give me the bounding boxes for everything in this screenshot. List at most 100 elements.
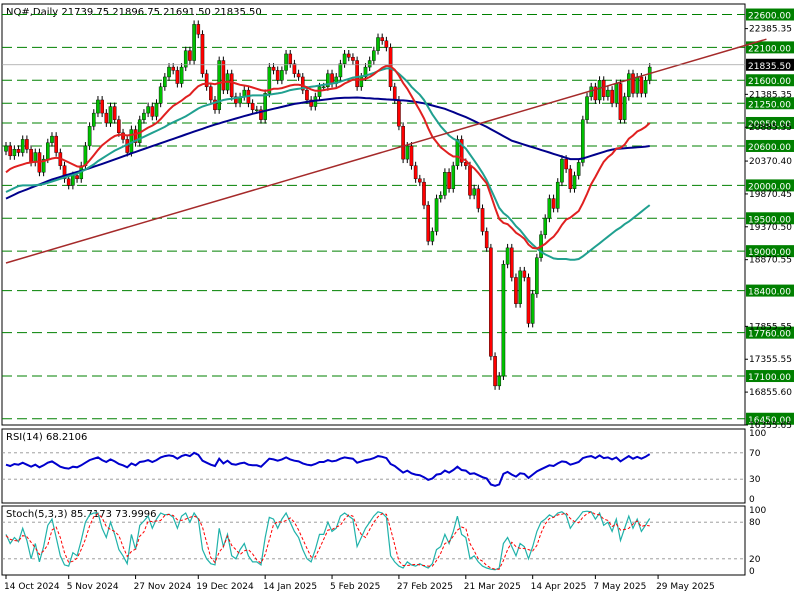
rsi-tick-label: 100 <box>749 429 766 439</box>
candle-down <box>171 66 176 71</box>
rsi-tick-label: 0 <box>749 495 755 505</box>
candle-up <box>472 188 476 196</box>
level-label: 20600.00 <box>748 143 791 153</box>
stoch-d-line <box>5 511 650 570</box>
price-tick-label: 20370.40 <box>749 157 792 167</box>
candle-down <box>196 24 201 35</box>
candle-up <box>434 198 439 232</box>
candle-up <box>41 158 46 173</box>
date-tick-label: 29 May 2025 <box>656 582 715 592</box>
price-tick-label: 16355.65 <box>749 421 792 431</box>
candle-up <box>543 218 548 235</box>
candle-up <box>183 50 188 68</box>
stoch-title: Stoch(5,3,3) 85.7173 73.9996 <box>6 509 157 520</box>
level-label-box <box>746 97 794 110</box>
candle-up <box>217 60 221 111</box>
candle-down <box>480 208 485 232</box>
date-tick-label: 7 May 2025 <box>593 582 646 592</box>
ema-fast-line <box>5 64 651 250</box>
candle-down <box>133 129 138 143</box>
rsi-tick-label: 30 <box>749 475 761 485</box>
candle-down <box>305 89 309 101</box>
level-label: 22600.00 <box>748 12 791 22</box>
rsi-line <box>5 451 651 487</box>
level-label-box <box>746 326 794 339</box>
date-tick-label: 19 Dec 2024 <box>196 582 254 592</box>
candle-up <box>576 162 581 176</box>
candle-down <box>62 165 67 180</box>
level-label: 16450.00 <box>748 416 791 426</box>
candle-up <box>20 139 25 153</box>
candle-up <box>4 145 8 152</box>
candle-down <box>346 53 351 58</box>
candle-down <box>188 50 192 61</box>
candle-down <box>213 99 217 111</box>
stoch-tick-label: 20 <box>749 555 761 565</box>
candle-down <box>200 34 205 74</box>
level-label: 17100.00 <box>748 373 791 383</box>
trendline-line <box>5 38 767 264</box>
trendline <box>5 38 767 264</box>
candle-down <box>551 198 556 209</box>
candle-down <box>601 80 606 97</box>
candle-down <box>250 103 255 111</box>
candle-down <box>54 135 58 153</box>
candle-up <box>46 142 50 160</box>
candle-down <box>221 60 226 91</box>
candle-up <box>547 198 552 219</box>
candle-down <box>392 86 397 101</box>
level-label-box <box>746 74 794 87</box>
candle-down <box>150 106 155 117</box>
level-label-box <box>746 116 794 129</box>
sma-slow-line <box>5 96 650 200</box>
candle-down <box>175 70 180 84</box>
level-label: 17760.00 <box>748 330 791 340</box>
price-panel-frame <box>1 3 746 426</box>
candle-up <box>284 53 288 71</box>
level-label-box <box>746 179 794 192</box>
rsi-series: 100 70 30 0 <box>2 429 766 505</box>
level-label: 18400.00 <box>748 288 791 298</box>
candle-up <box>326 73 330 88</box>
level-label: 22100.00 <box>748 44 791 54</box>
level-label: 21600.00 <box>748 77 791 87</box>
date-tick-label: 27 Feb 2025 <box>397 582 453 592</box>
candle-up <box>518 270 522 304</box>
candle-up <box>572 175 577 189</box>
candle-down <box>330 73 334 84</box>
candle-down <box>459 139 464 163</box>
candle-down <box>292 63 297 74</box>
level-label-box <box>746 245 794 258</box>
candle-down <box>380 37 385 42</box>
date-tick-label: 5 Nov 2024 <box>67 582 119 592</box>
level-label-box <box>746 284 794 297</box>
level-label: 19000.00 <box>748 248 791 258</box>
candle-down <box>397 99 401 127</box>
candle-down <box>618 83 623 120</box>
candle-up <box>263 93 267 120</box>
candle-up <box>635 76 639 94</box>
level-label: 20000.00 <box>748 182 791 192</box>
candle-up <box>497 375 502 387</box>
level-label-box <box>746 41 794 54</box>
candle-up <box>430 231 435 242</box>
candle-up <box>321 86 326 89</box>
candle-down <box>489 247 493 357</box>
candle-down <box>514 277 518 304</box>
date-tick-label: 21 Mar 2025 <box>464 582 521 592</box>
level-label-box <box>746 370 794 383</box>
candle-up <box>372 50 376 61</box>
rsi-panel-frame <box>1 428 746 504</box>
candle-down <box>100 99 104 114</box>
price-tick-label: 16855.60 <box>749 388 792 398</box>
moving-averages <box>5 64 651 261</box>
candle-up <box>179 66 184 84</box>
date-tick-label: 5 Feb 2025 <box>330 582 380 592</box>
stoch-tick-label: 100 <box>749 506 766 516</box>
candle-up <box>376 37 380 51</box>
candle-down <box>271 66 276 71</box>
candle-down <box>413 165 418 180</box>
candle-down <box>259 109 263 120</box>
candle-down <box>564 158 568 170</box>
